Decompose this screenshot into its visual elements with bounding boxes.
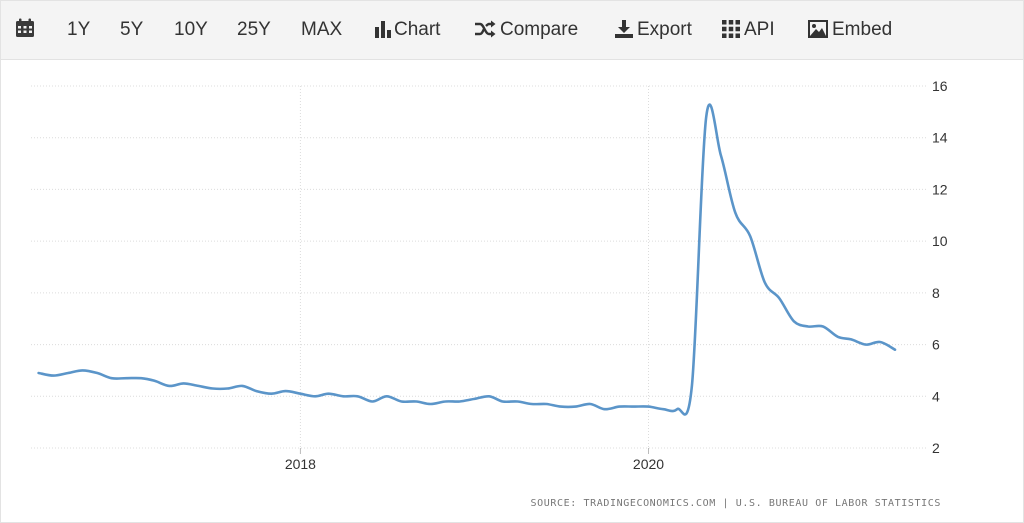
api-label: API: [744, 19, 775, 40]
y-axis: 2 4 6 8 10 12 14 16: [932, 78, 948, 456]
y-tick-label: 12: [932, 181, 948, 197]
export-label: Export: [637, 19, 692, 40]
x-tick-label: 2020: [633, 456, 664, 472]
range-max-button[interactable]: MAX: [301, 19, 343, 40]
bar-chart-icon: [375, 21, 391, 38]
calendar-icon: [16, 18, 34, 37]
line-chart: 2 4 6 8 10 12 14 16 2018 2020: [31, 78, 948, 472]
y-tick-label: 8: [932, 285, 940, 301]
x-axis: 2018 2020: [285, 448, 664, 472]
api-button[interactable]: API: [722, 16, 775, 44]
grid-icon: [722, 20, 740, 38]
range-25y-button[interactable]: 25Y: [237, 19, 271, 40]
x-tick-label: 2018: [285, 456, 316, 472]
calendar-button[interactable]: [15, 16, 35, 44]
export-button[interactable]: Export: [615, 16, 692, 44]
y-tick-label: 4: [932, 388, 940, 404]
source-note: SOURCE: TRADINGECONOMICS.COM | U.S. BURE…: [530, 498, 941, 509]
chart-area: 2 4 6 8 10 12 14 16 2018 2020: [1, 60, 1023, 522]
chart-toolbar: 1Y 5Y 10Y 25Y MAX Chart Compare: [1, 1, 1023, 60]
y-tick-label: 2: [932, 440, 940, 456]
y-tick-label: 10: [932, 233, 948, 249]
image-icon: [808, 20, 828, 38]
grid: [31, 85, 926, 449]
download-icon: [615, 20, 633, 38]
chart-label: Chart: [394, 19, 441, 40]
shuffle-icon: [475, 20, 496, 38]
embed-button[interactable]: Embed: [808, 16, 892, 44]
y-tick-label: 16: [932, 78, 948, 94]
series: [37, 103, 897, 416]
compare-label: Compare: [500, 19, 579, 40]
y-tick-label: 14: [932, 130, 948, 146]
range-1y-button[interactable]: 1Y: [67, 19, 91, 40]
y-tick-label: 6: [932, 337, 940, 353]
range-5y-button[interactable]: 5Y: [120, 19, 144, 40]
chart-button[interactable]: Chart: [374, 16, 440, 44]
range-10y-button[interactable]: 10Y: [174, 19, 208, 40]
compare-button[interactable]: Compare: [474, 16, 578, 44]
embed-label: Embed: [832, 19, 893, 40]
series-line: [37, 103, 897, 416]
